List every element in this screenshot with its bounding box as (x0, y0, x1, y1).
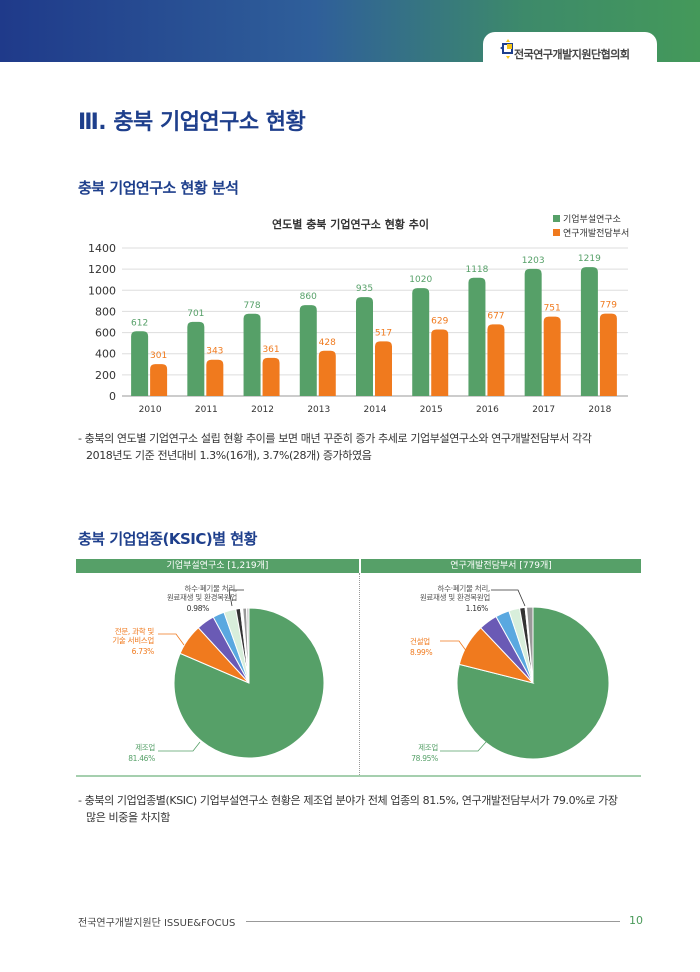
leader-line (158, 741, 201, 752)
bar (299, 305, 317, 396)
data-label: 779 (600, 301, 617, 311)
x-tick-label: 2011 (195, 405, 218, 415)
page-title: Ⅲ. 충북 기업연구소 현황 (78, 110, 306, 135)
bar (468, 277, 486, 396)
y-tick-label: 1400 (88, 242, 116, 255)
pie-title: 연구개발전담부서 [779개] (361, 559, 641, 573)
y-tick-label: 1000 (88, 284, 116, 297)
bar (187, 321, 205, 396)
legend-swatch (553, 215, 560, 222)
pie-slice (525, 606, 534, 684)
data-label: 751 (544, 304, 561, 314)
bar (580, 267, 598, 396)
bar (206, 359, 224, 396)
pie-slice (245, 607, 250, 684)
bar (375, 341, 392, 396)
section-title: 충북 기업업종(KSIC)별 현황 (78, 530, 257, 548)
legend-label: 기업부설연구소 (563, 215, 621, 225)
bar (431, 329, 449, 396)
leader-line (228, 589, 244, 607)
data-label: 701 (187, 309, 204, 319)
page-number: 10 (629, 914, 643, 927)
data-label: 361 (262, 345, 279, 355)
bar (243, 313, 261, 396)
legend-swatch (553, 229, 560, 236)
x-tick-label: 2010 (139, 405, 162, 415)
data-label: 612 (131, 318, 148, 328)
y-tick-label: 400 (95, 348, 116, 361)
bar (150, 364, 168, 396)
x-tick-label: 2016 (476, 405, 499, 415)
pie-title: 기업부설연구소 [1,219개] (76, 559, 359, 573)
footer-rule (246, 921, 620, 922)
data-label: 517 (375, 328, 392, 338)
bar (412, 288, 430, 396)
pie-label: 제조업 81.46% (128, 743, 155, 763)
analysis-note-cont: 2018년도 기준 전년대비 1.3%(16개), 3.7%(28개) 증가하였… (86, 449, 372, 462)
data-label: 301 (150, 351, 167, 361)
data-label: 935 (356, 284, 373, 294)
industry-note: - 충북의 기업업종별(KSIC) 기업부설연구소 현황은 제조업 분야가 전체… (78, 794, 618, 807)
pie-label: 하수·폐기물 처리, 원료재생 및 환경복원업 1.16% (419, 584, 490, 613)
bar (524, 268, 542, 396)
legend-item: 기업부설연구소 (553, 212, 621, 225)
x-tick-label: 2014 (364, 405, 387, 415)
x-tick-label: 2013 (307, 405, 330, 415)
data-label: 629 (431, 317, 448, 327)
divider (359, 573, 360, 775)
pie-charts (158, 589, 610, 760)
association-logo-icon (500, 39, 513, 59)
data-label: 1219 (578, 254, 601, 264)
analysis-note: - 충북의 연도별 기업연구소 설립 현황 추이를 보면 매년 꾸준히 증가 추… (78, 432, 592, 445)
y-tick-label: 600 (95, 327, 116, 340)
y-tick-label: 1200 (88, 263, 116, 276)
bar (131, 331, 149, 396)
bar (262, 357, 280, 396)
y-tick-label: 800 (95, 305, 116, 318)
bar-chart: 0 200 400 600 800 1000 1200 1400 2010 612 301 2011 7… (88, 242, 628, 415)
x-tick-label: 2015 (420, 405, 443, 415)
data-label: 428 (319, 338, 336, 348)
data-label: 1020 (409, 275, 432, 285)
y-tick-label: 200 (95, 369, 116, 382)
leader-line (440, 741, 487, 752)
data-label: 343 (206, 347, 223, 357)
bar (356, 297, 373, 396)
data-label: 778 (243, 301, 260, 311)
bar (543, 316, 561, 396)
x-tick-label: 2018 (588, 405, 611, 415)
bar (487, 324, 505, 396)
footer-text: 전국연구개발지원단 ISSUE&FOCUS (78, 918, 236, 929)
section-title: 충북 기업연구소 현황 분석 (78, 179, 239, 197)
industry-note-cont: 많은 비중을 차지함 (86, 811, 170, 824)
x-tick-label: 2017 (532, 405, 555, 415)
legend-item: 연구개발전담부서 (553, 226, 629, 239)
leader-line (491, 589, 526, 607)
data-label: 1203 (522, 256, 545, 266)
data-label: 677 (487, 311, 504, 321)
divider (76, 775, 641, 777)
chart-title: 연도별 충북 기업연구소 현황 추이 (272, 218, 429, 231)
data-label: 860 (300, 292, 317, 302)
x-tick-label: 2012 (251, 405, 274, 415)
org-name: 전국연구개발지원단협의회 (514, 48, 630, 61)
leader-line (158, 633, 185, 646)
pie-label: 하수·폐기물 처리, 원료재생 및 환경복원업 0.98% (166, 584, 237, 613)
bar (318, 350, 336, 396)
bar (599, 313, 617, 396)
data-label: 1118 (465, 265, 488, 275)
pie-label: 전문, 과학 및 기술 서비스업 6.73% (112, 627, 154, 656)
pie-label: 제조업 78.95% (411, 743, 438, 763)
pie-label: 건설업 8.99% (410, 637, 433, 657)
legend-label: 연구개발전담부서 (563, 229, 630, 239)
y-tick-label: 0 (109, 390, 116, 403)
leader-line (440, 640, 468, 653)
